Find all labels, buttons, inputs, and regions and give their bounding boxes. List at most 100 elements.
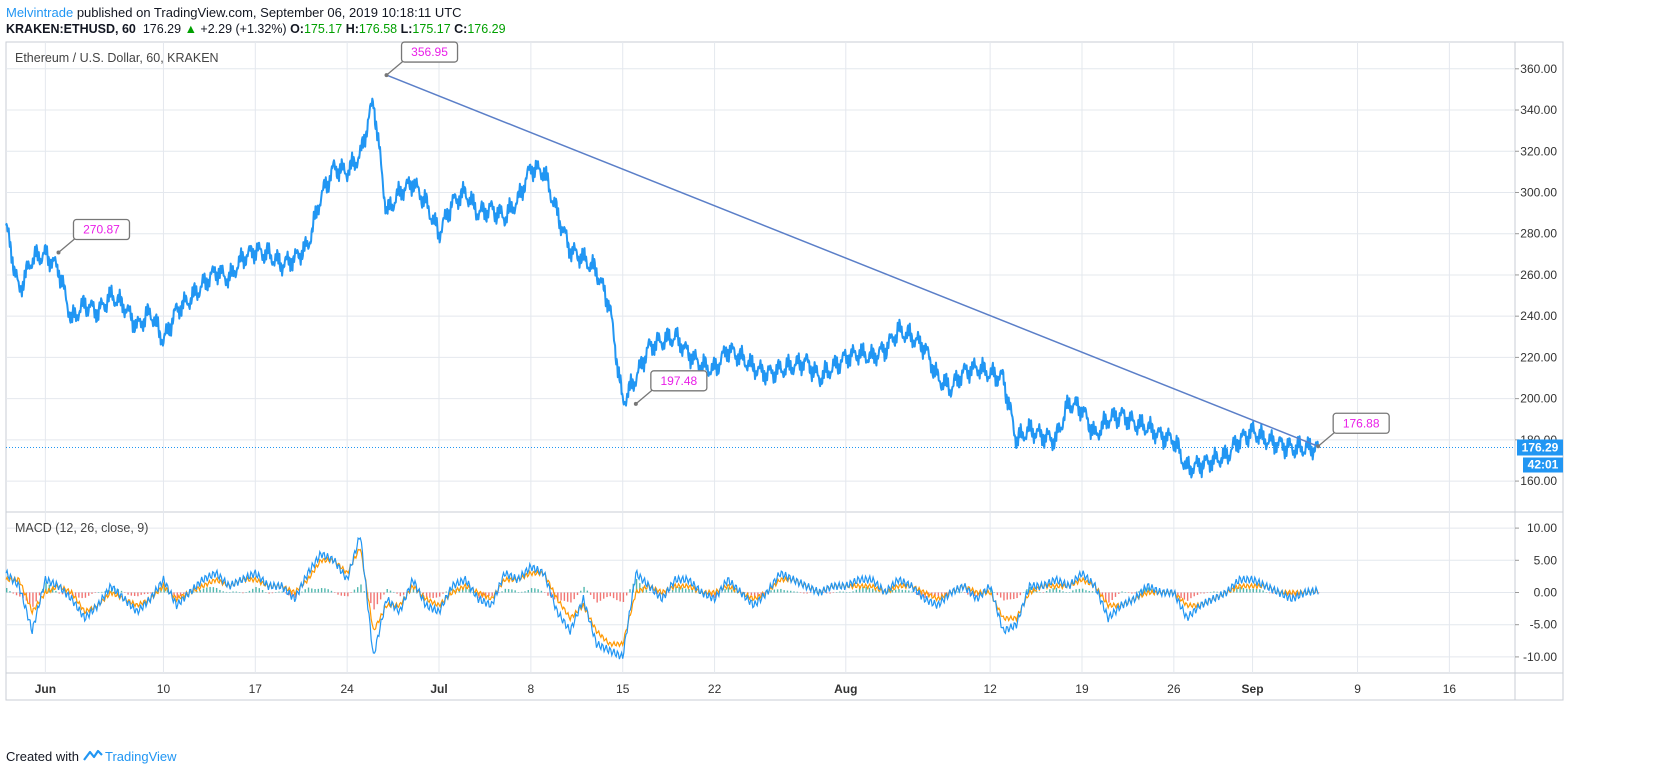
macd-histogram-bar	[281, 591, 283, 593]
publish-info: Melvintrade published on TradingView.com…	[6, 5, 462, 20]
macd-histogram-bar	[327, 589, 329, 593]
macd-histogram-bar	[573, 592, 575, 600]
macd-histogram-bar	[1101, 592, 1104, 597]
macd-histogram-bar	[1190, 592, 1192, 599]
macd-histogram-bar	[1186, 592, 1189, 601]
macd-histogram-bar	[740, 592, 743, 593]
macd-histogram-bar	[809, 592, 812, 593]
macd-histogram-bar	[872, 588, 874, 593]
macd-histogram-bar	[511, 589, 513, 593]
macd-histogram-bar	[622, 592, 625, 603]
macd-histogram-bar	[730, 589, 733, 593]
macd-histogram-bar	[1118, 592, 1120, 594]
macd-histogram-bar	[947, 592, 949, 595]
macd-histogram-bar	[1144, 588, 1146, 593]
macd-histogram-bar	[990, 588, 992, 593]
macd-histogram-bar	[1059, 589, 1061, 593]
price-pane-title: Ethereum / U.S. Dollar, 60, KRAKEN	[15, 51, 219, 65]
macd-histogram-bar	[924, 592, 926, 598]
macd-histogram-bar	[858, 587, 861, 593]
macd-histogram-bar	[252, 588, 254, 593]
macd-histogram-bar	[48, 584, 51, 593]
macd-histogram-bar	[770, 590, 772, 593]
published-text: published on TradingView.com, September …	[76, 5, 462, 20]
macd-histogram-bar	[137, 592, 139, 597]
macd-histogram-bar	[849, 592, 851, 593]
macd-histogram-bar	[379, 592, 382, 600]
macd-histogram-bar	[829, 592, 831, 594]
macd-histogram-bar	[619, 592, 621, 602]
macd-histogram-bar	[425, 592, 428, 597]
price-callout	[72, 218, 131, 241]
macd-histogram-bar	[442, 592, 444, 594]
macd-tick-label: -10.00	[1523, 650, 1557, 664]
macd-histogram-bar	[911, 591, 913, 593]
macd-histogram-bar	[173, 592, 175, 596]
macd-histogram-bar	[343, 592, 346, 597]
macd-histogram-bar	[363, 591, 365, 593]
macd-histogram-bar	[675, 587, 677, 593]
countdown-label: 42:01	[1528, 457, 1559, 471]
macd-histogram-bar	[1249, 589, 1251, 593]
macd-histogram-bar	[133, 592, 136, 597]
macd-histogram-bar	[478, 592, 480, 599]
x-tick-label: 26	[1167, 682, 1181, 696]
macd-histogram-bar	[1081, 588, 1084, 593]
macd-histogram-bar	[668, 592, 671, 594]
macd-histogram-bar	[383, 592, 385, 595]
symbol-info: KRAKEN:ETHUSD, 60 176.29 ▲ +2.29 (+1.32%…	[6, 22, 506, 36]
macd-histogram-bar	[714, 592, 716, 598]
macd-histogram-bar	[488, 592, 490, 597]
macd-histogram-bar	[1111, 592, 1113, 601]
macd-histogram-bar	[373, 592, 375, 610]
macd-histogram-bar	[803, 592, 805, 594]
macd-histogram-bar	[439, 592, 441, 597]
macd-histogram-bar	[819, 591, 821, 593]
macd-histogram-bar	[28, 592, 31, 604]
macd-histogram-bar	[734, 591, 736, 593]
macd-tick-label: 10.00	[1527, 521, 1557, 535]
macd-histogram-bar	[898, 589, 900, 593]
macd-histogram-bar	[760, 592, 762, 596]
high-value: 176.58	[358, 22, 398, 36]
author-link[interactable]: Melvintrade	[6, 5, 74, 20]
macd-histogram-bar	[386, 589, 388, 593]
macd-histogram-bar	[685, 588, 687, 593]
macd-histogram-bar	[1236, 588, 1238, 593]
macd-histogram-bar	[304, 589, 306, 593]
macd-histogram-bar	[127, 592, 129, 595]
macd-histogram-bar	[435, 592, 438, 598]
macd-histogram-bar	[960, 591, 963, 593]
macd-histogram-bar	[396, 592, 398, 594]
macd-histogram-bar	[1262, 590, 1264, 593]
footer: Created with TradingView	[6, 749, 177, 764]
x-tick-label: Jun	[35, 682, 56, 696]
tradingview-link[interactable]: TradingView	[104, 749, 177, 764]
macd-histogram-bar	[763, 592, 766, 594]
macd-histogram-bar	[314, 589, 316, 593]
macd-histogram-bar	[461, 587, 464, 593]
macd-histogram-bar	[468, 589, 470, 593]
macd-histogram-bar	[1131, 592, 1133, 594]
macd-histogram-bar	[629, 589, 631, 593]
macd-histogram-bar	[1246, 588, 1248, 593]
macd-histogram-bar	[12, 592, 14, 594]
macd-histogram-bar	[301, 591, 303, 593]
y-tick-label: 300.00	[1520, 185, 1557, 199]
macd-histogram-bar	[353, 589, 356, 593]
last-price-badge	[1517, 439, 1563, 456]
macd-histogram-bar	[498, 592, 500, 594]
macd-histogram-bar	[1203, 592, 1205, 594]
y-tick-label: 240.00	[1520, 309, 1557, 323]
macd-histogram-bar	[1052, 588, 1054, 593]
macd-histogram-bar	[88, 592, 90, 596]
macd-histogram-bar	[845, 592, 848, 593]
macd-histogram-bar	[593, 592, 595, 600]
macd-histogram-bar	[504, 588, 507, 593]
macd-histogram-bar	[822, 592, 825, 593]
macd-histogram-bar	[678, 587, 680, 593]
macd-tick-label: 0.00	[1534, 586, 1558, 600]
macd-histogram-bar	[268, 592, 270, 594]
macd-histogram-bar	[842, 591, 844, 593]
